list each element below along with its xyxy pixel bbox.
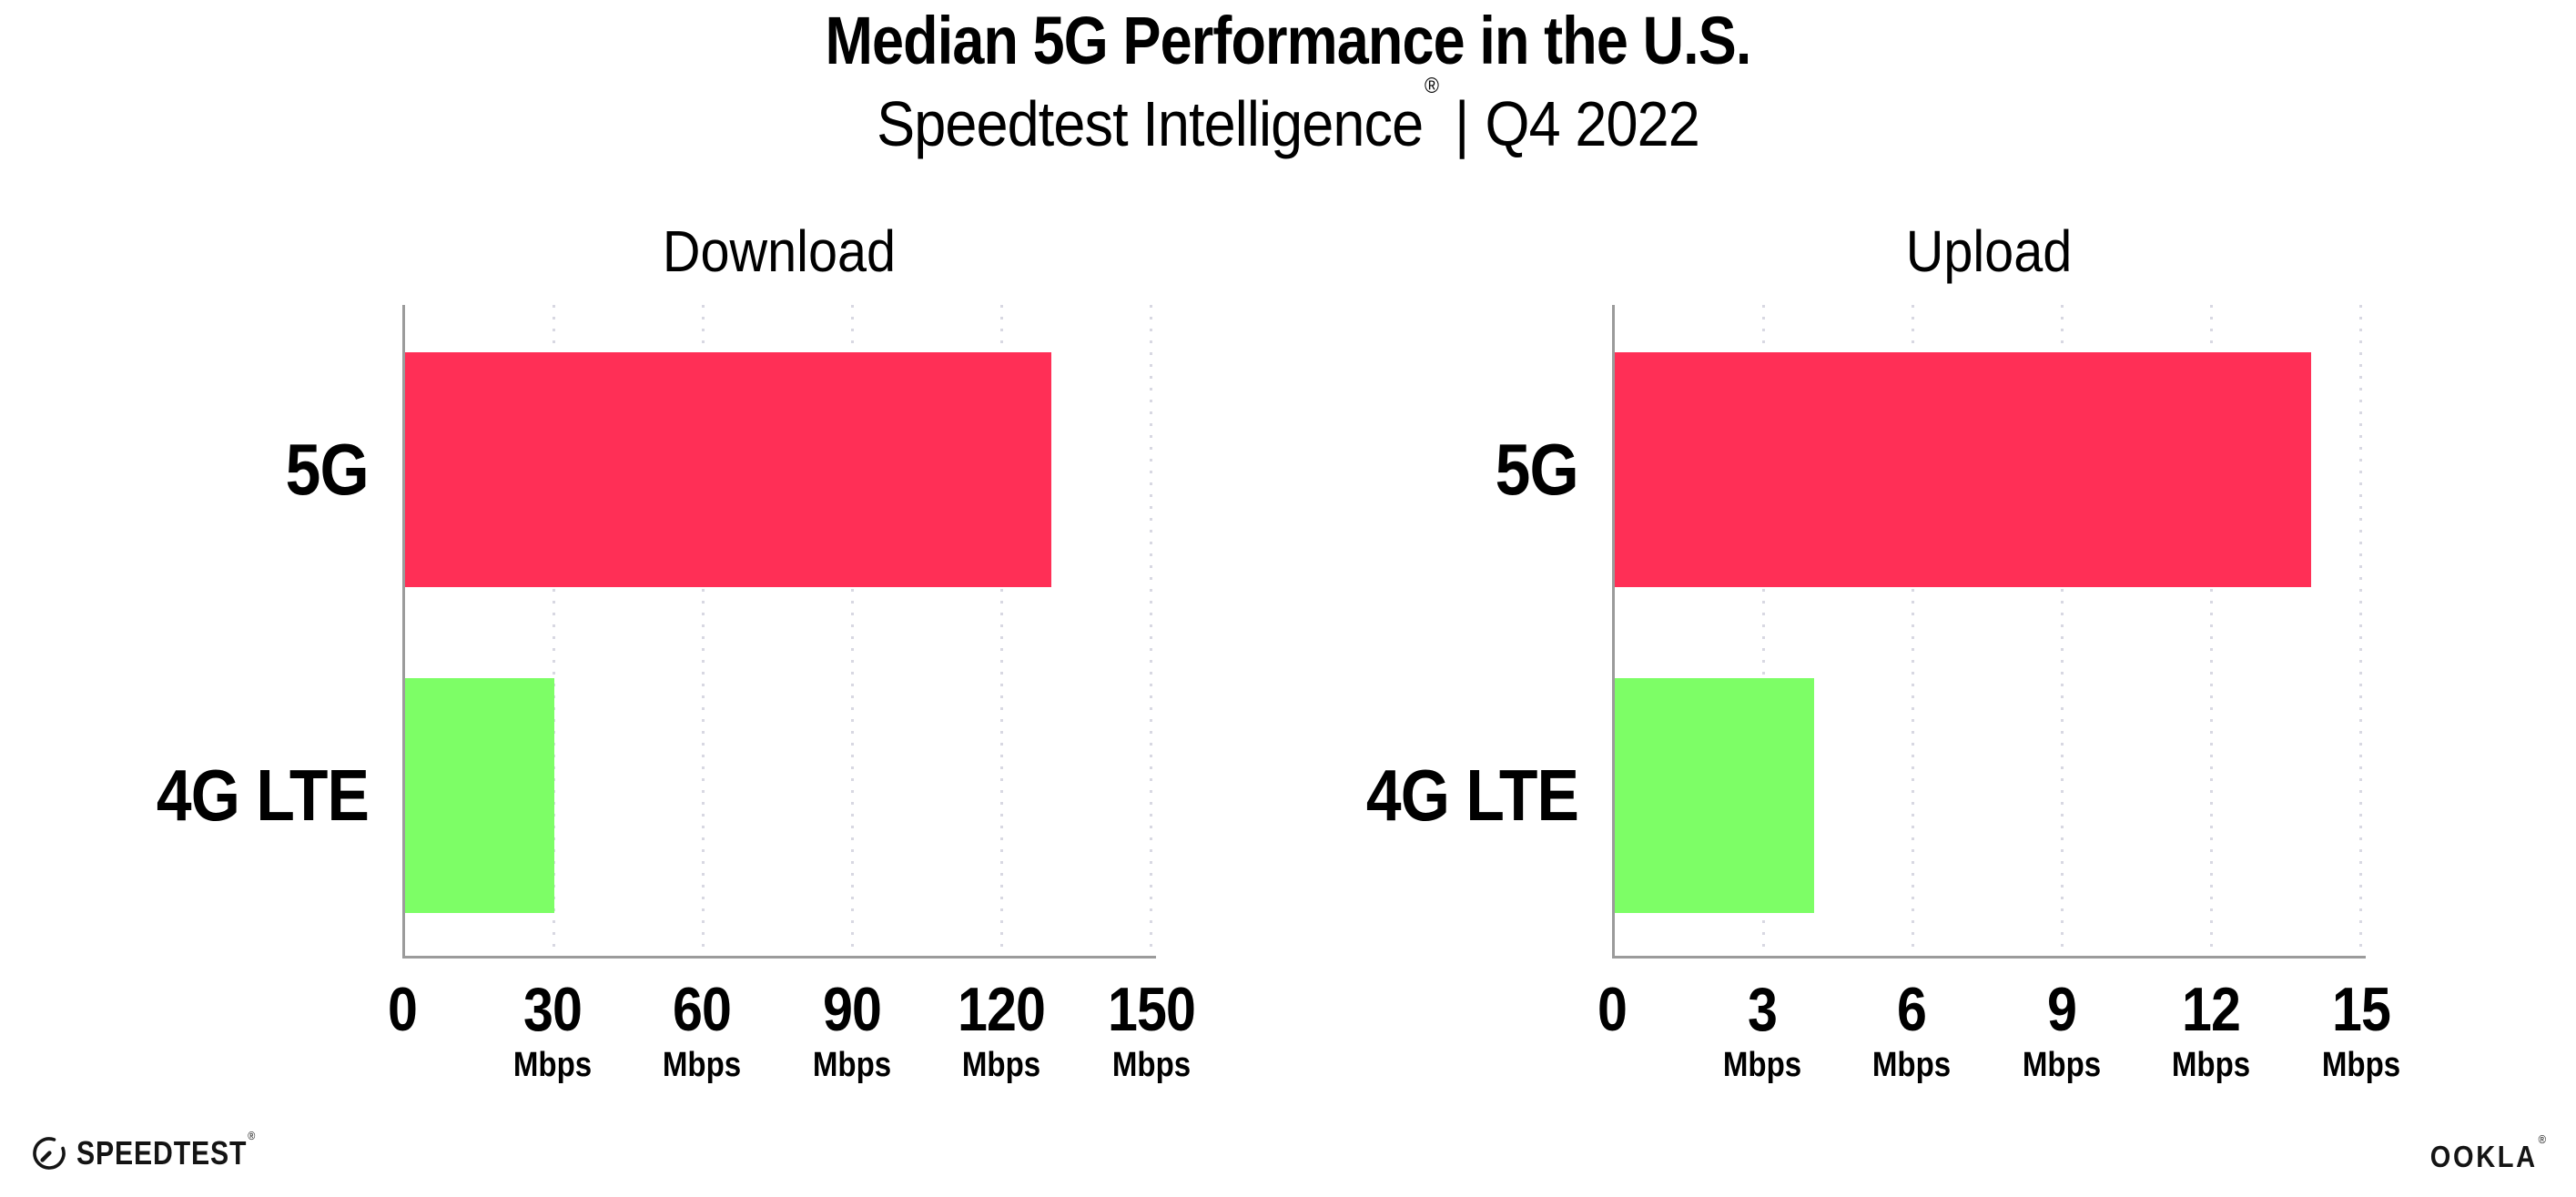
x-tick-unit: Mbps xyxy=(812,1046,891,1084)
x-tick-value: 90 xyxy=(822,975,881,1044)
subtitle-separator: | xyxy=(1455,88,1469,159)
x-tick: 150 Mbps xyxy=(1107,975,1195,1084)
x-tick-unit: Mbps xyxy=(1871,1046,1952,1084)
x-tick-unit: Mbps xyxy=(662,1046,742,1084)
bar-5g-download xyxy=(405,352,1052,587)
speedtest-logo: SPEEDTEST® xyxy=(31,1129,290,1172)
x-tick-value: 0 xyxy=(387,975,418,1044)
x-tick: 0 xyxy=(387,975,418,1044)
bar-4g-lte-download xyxy=(405,678,554,913)
ookla-wordmark-text: OOKLA xyxy=(2429,1140,2539,1173)
chart-title-upload: Upload xyxy=(1905,218,2073,284)
gridline xyxy=(552,305,555,956)
x-tick-unit: Mbps xyxy=(2171,1046,2251,1084)
speedtest-wordmark: SPEEDTEST® xyxy=(76,1129,256,1172)
x-tick: 3 Mbps xyxy=(1722,979,1800,1082)
upload-chart-panel: Upload 5G 4G LTE 0 3 Mbps 6 Mbps 9 Mbps 12 M… xyxy=(1366,218,2400,1082)
x-axis-ticks: 0 30 Mbps 60 Mbps 90 Mbps 120 Mbps 150 Mbps xyxy=(388,959,1195,1095)
x-tick-value: 9 xyxy=(2046,975,2076,1044)
registered-trademark-icon: ® xyxy=(1425,73,1439,98)
gridline xyxy=(999,305,1003,956)
gridline xyxy=(850,305,854,956)
speedtest-wordmark-text: SPEEDTEST xyxy=(76,1134,248,1172)
bar-5g-upload xyxy=(1615,352,2311,587)
category-label-4g-lte: 4G LTE xyxy=(1334,678,1579,913)
x-tick: 9 Mbps xyxy=(2022,979,2100,1082)
gridline xyxy=(2209,305,2213,956)
x-tick-unit: Mbps xyxy=(961,1046,1041,1084)
x-tick-unit: Mbps xyxy=(512,1046,592,1084)
x-tick-value: 30 xyxy=(522,975,582,1044)
x-tick: 15 Mbps xyxy=(2321,979,2399,1082)
x-tick-value: 0 xyxy=(1597,975,1628,1044)
x-tick-unit: Mbps xyxy=(2022,1046,2101,1084)
subtitle-quarter: Q4 2022 xyxy=(1485,88,1700,159)
category-label-text: 4G LTE xyxy=(1365,755,1579,836)
subtitle: Speedtest Intelligence® | Q4 2022 xyxy=(129,74,2448,160)
gridline xyxy=(2358,305,2362,956)
gridline xyxy=(1911,305,1914,956)
x-tick-value: 12 xyxy=(2181,975,2241,1044)
x-tick-value: 150 xyxy=(1107,975,1195,1044)
x-tick-value: 15 xyxy=(2331,975,2390,1044)
category-label-text: 5G xyxy=(285,429,370,510)
x-axis-ticks: 0 3 Mbps 6 Mbps 9 Mbps 12 Mbps 15 Mbps xyxy=(1597,959,2400,1095)
x-tick-value: 3 xyxy=(1747,975,1777,1044)
speedtest-gauge-icon xyxy=(33,1137,66,1170)
category-label-text: 4G LTE xyxy=(156,755,370,836)
gridline xyxy=(1149,305,1152,956)
gridline xyxy=(1761,305,1765,956)
upload-plot-area: 5G 4G LTE xyxy=(1366,305,2366,959)
x-tick-value: 6 xyxy=(1896,975,1927,1044)
x-tick: 90 Mbps xyxy=(812,979,890,1082)
x-tick-unit: Mbps xyxy=(2321,1046,2400,1084)
x-tick-value: 120 xyxy=(957,975,1046,1044)
x-tick: 30 Mbps xyxy=(512,979,591,1082)
x-tick: 12 Mbps xyxy=(2172,979,2250,1082)
x-tick: 120 Mbps xyxy=(957,975,1046,1084)
bar-4g-lte-upload xyxy=(1615,678,1814,913)
category-label-4g-lte: 4G LTE xyxy=(125,678,370,913)
ookla-logo: OOKLA® xyxy=(2429,1132,2549,1174)
registered-trademark-icon: ® xyxy=(2538,1132,2549,1146)
chart-title-download: Download xyxy=(662,218,897,284)
x-tick: 6 Mbps xyxy=(1872,979,1951,1082)
download-chart-panel: Download 5G 4G LTE 0 30 Mbps 60 Mbps 90 Mbp… xyxy=(157,218,1196,1082)
gridline xyxy=(2060,305,2064,956)
category-label-5g: 5G xyxy=(273,352,370,587)
x-tick-unit: Mbps xyxy=(1722,1046,1801,1084)
category-label-text: 5G xyxy=(1495,429,1579,510)
x-tick: 0 xyxy=(1597,975,1628,1044)
main-title: Median 5G Performance in the U.S. xyxy=(825,3,1751,78)
registered-trademark-icon: ® xyxy=(248,1129,257,1142)
download-plot-area: 5G 4G LTE xyxy=(157,305,1156,959)
x-tick-unit: Mbps xyxy=(1111,1046,1191,1084)
subtitle-brand: Speedtest Intelligence xyxy=(877,88,1424,159)
category-label-5g: 5G xyxy=(1483,352,1579,587)
x-tick-value: 60 xyxy=(672,975,732,1044)
gridline xyxy=(701,305,705,956)
x-tick: 60 Mbps xyxy=(663,979,741,1082)
